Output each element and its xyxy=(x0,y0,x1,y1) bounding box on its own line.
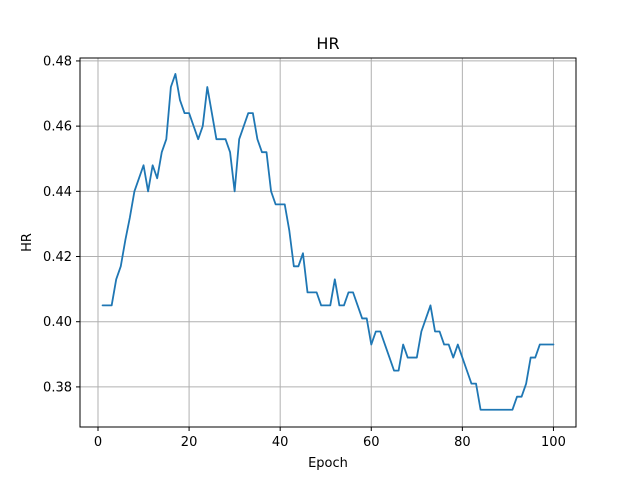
y-tick-label: 0.40 xyxy=(43,315,72,330)
x-tick-label: 0 xyxy=(94,435,102,450)
y-tick-label: 0.48 xyxy=(43,54,72,69)
y-axis: 0.38 0.40 0.42 0.44 0.46 0.48 xyxy=(43,54,80,395)
x-axis-label: Epoch xyxy=(308,456,348,471)
chart-title: HR xyxy=(316,34,339,53)
y-tick-label: 0.46 xyxy=(43,120,72,135)
x-tick-label: 100 xyxy=(541,435,566,450)
x-tick-label: 40 xyxy=(272,435,289,450)
series-layer xyxy=(101,73,555,411)
y-axis-label: HR xyxy=(20,233,35,252)
x-tick-label: 80 xyxy=(454,435,471,450)
y-tick-label: 0.44 xyxy=(43,185,72,200)
grid xyxy=(80,58,576,427)
y-tick-label: 0.42 xyxy=(43,250,72,265)
y-tick-label: 0.38 xyxy=(43,380,72,395)
hr-series-line xyxy=(101,73,555,411)
x-tick-label: 60 xyxy=(363,435,380,450)
x-axis: 0 20 40 60 80 100 xyxy=(94,427,566,450)
x-tick-label: 20 xyxy=(181,435,198,450)
plot-frame xyxy=(79,57,577,428)
